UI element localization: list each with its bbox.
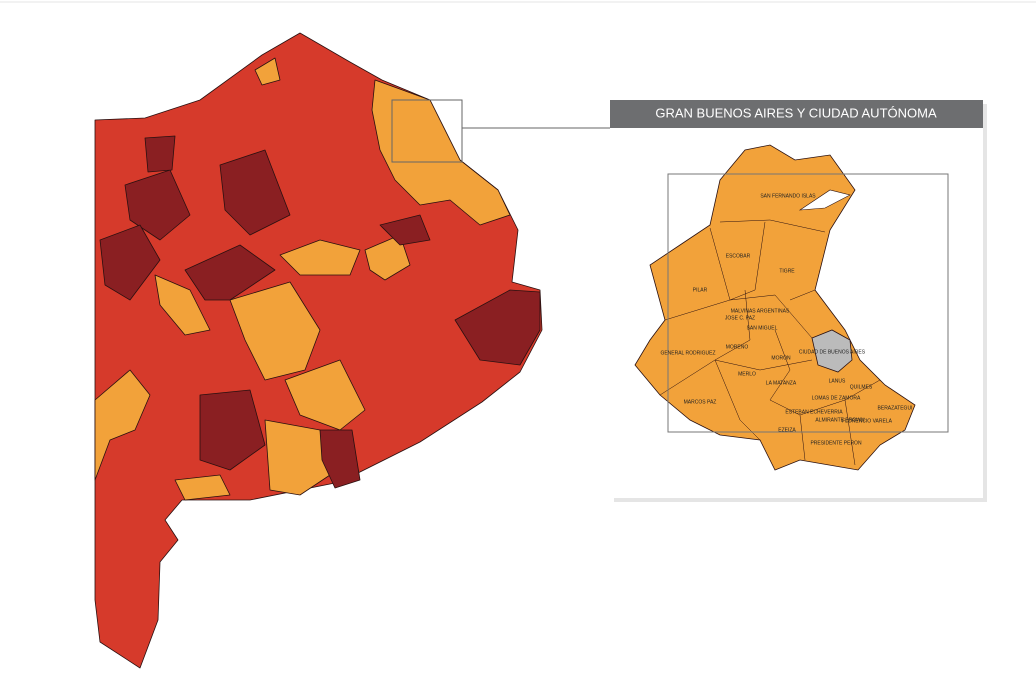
district-label: TIGRE <box>779 268 795 274</box>
inset-region <box>634 144 916 471</box>
region-orange <box>279 239 361 276</box>
district-label: ALMIRANTE BROWN <box>815 417 865 423</box>
region-dark <box>319 429 361 489</box>
region-orange <box>174 474 231 501</box>
district-label: PILAR <box>693 287 708 293</box>
district-label: QUILMES <box>850 384 873 390</box>
inset-river <box>798 189 851 211</box>
district-label: LANUS <box>829 378 846 384</box>
district-label: GENERAL RODRIGUEZ <box>660 350 715 356</box>
region-orange <box>371 79 511 226</box>
inset-locator <box>391 99 463 163</box>
province-map <box>94 32 543 669</box>
inset-capital <box>811 329 853 373</box>
district-label: SAN MIGUEL <box>747 325 778 331</box>
district-label: JOSE C. PAZ <box>725 315 755 321</box>
region-dark <box>99 224 161 301</box>
region-dark <box>219 149 291 236</box>
inset-labels: SAN FERNANDO ISLAS ESCOBAR TIGRE PILAR MALVI… <box>660 193 912 446</box>
district-label: FLORENCIO VARELA <box>842 418 893 424</box>
inset-title: GRAN BUENOS AIRES Y CIUDAD AUTÓNOMA <box>655 105 937 120</box>
region-orange <box>254 57 281 86</box>
district-label: EZEIZA <box>778 427 796 433</box>
district-label: LA MATANZA <box>766 380 797 386</box>
district-label: PRESIDENTE PERON <box>810 440 862 446</box>
region-dark <box>379 214 431 246</box>
region-dark <box>199 389 266 471</box>
district-label: LOMAS DE ZAMORA <box>812 395 861 401</box>
inset-title-bar <box>610 100 983 128</box>
district-label: MERLO <box>738 371 756 377</box>
region-dark <box>184 244 276 301</box>
region-dark <box>454 289 541 366</box>
district-label: MORON <box>771 355 791 361</box>
district-label: CIUDAD DE BUENOS AIRES <box>799 349 866 355</box>
region-dark <box>124 169 191 241</box>
region-dark <box>144 135 176 173</box>
region-orange <box>229 281 321 381</box>
inset-frame <box>667 173 949 433</box>
district-label: BERAZATEGUI <box>878 405 913 411</box>
district-label: MARCOS PAZ <box>684 399 717 405</box>
region-orange <box>264 419 331 496</box>
district-label: ESCOBAR <box>726 253 751 259</box>
region-orange <box>284 359 366 431</box>
district-label: MORENO <box>726 344 749 350</box>
district-label: MALVINAS ARGENTINAS <box>731 308 790 314</box>
region-orange <box>154 274 211 336</box>
region-orange <box>94 369 151 481</box>
district-label: SAN FERNANDO ISLAS <box>760 193 816 199</box>
district-label: ESTEBAN ECHEVERRIA <box>785 409 843 415</box>
